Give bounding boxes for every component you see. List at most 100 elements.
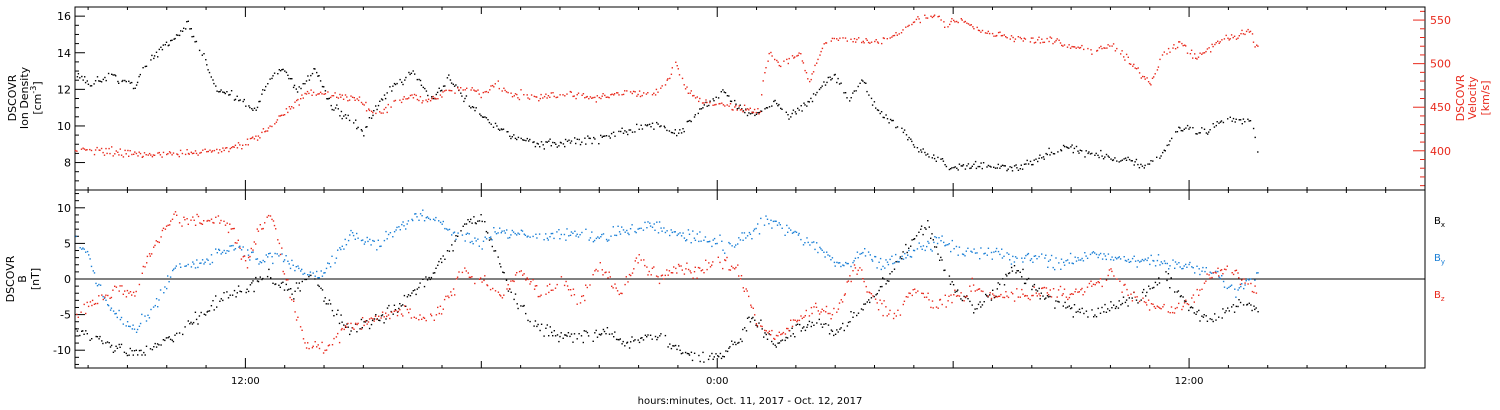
- density-point: [1229, 116, 1231, 118]
- by-point: [971, 251, 973, 253]
- bx-point: [1214, 313, 1216, 315]
- velocity-point: [944, 26, 946, 28]
- bx-point: [438, 260, 440, 263]
- velocity-point: [114, 153, 116, 155]
- density-point: [399, 78, 401, 81]
- density-point: [1019, 168, 1021, 170]
- by-point: [778, 222, 780, 224]
- velocity-point: [209, 149, 211, 151]
- by-point: [102, 295, 104, 298]
- bz-point: [582, 295, 585, 297]
- bz-point: [293, 300, 295, 302]
- velocity-point: [1182, 44, 1184, 47]
- bz-point: [756, 325, 759, 327]
- by-point: [291, 259, 293, 262]
- bz-point: [324, 349, 326, 352]
- velocity-point: [787, 62, 789, 65]
- bz-point: [666, 269, 668, 271]
- by-point: [1124, 259, 1127, 262]
- bz-point: [1146, 304, 1148, 306]
- velocity-point: [226, 147, 228, 149]
- density-point: [797, 107, 799, 110]
- bx-point: [1165, 271, 1167, 273]
- density-point: [223, 91, 225, 94]
- by-point: [556, 231, 558, 233]
- velocity-point: [1010, 35, 1013, 37]
- density-point: [880, 111, 883, 113]
- bz-point: [954, 289, 956, 291]
- bx-point: [331, 309, 334, 312]
- bz-point: [317, 344, 319, 346]
- bx-point: [178, 332, 181, 334]
- density-point: [318, 75, 320, 77]
- bz-point: [608, 271, 610, 273]
- y-tick-label: 5: [64, 237, 71, 250]
- by-point: [788, 227, 790, 229]
- bx-point: [543, 335, 545, 337]
- density-point: [945, 165, 948, 168]
- velocity-point: [457, 87, 459, 89]
- density-point: [1000, 165, 1002, 167]
- velocity-point: [1114, 50, 1117, 52]
- bz-point: [1074, 291, 1076, 293]
- velocity-point: [1013, 40, 1015, 43]
- density-point: [492, 126, 495, 128]
- density-point: [117, 80, 119, 83]
- bx-point: [386, 307, 389, 309]
- bx-point: [1192, 307, 1194, 309]
- density-point: [485, 117, 488, 119]
- bx-point: [794, 336, 796, 338]
- by-point: [749, 233, 752, 235]
- velocity-point: [188, 153, 190, 155]
- density-point: [190, 28, 192, 30]
- bz-point: [1062, 293, 1064, 295]
- velocity-point: [547, 95, 550, 97]
- bx-point: [1111, 307, 1113, 309]
- bx-point: [299, 290, 301, 292]
- velocity-point: [210, 151, 213, 153]
- bz-point: [340, 329, 343, 331]
- by-point: [902, 258, 905, 260]
- velocity-point: [478, 93, 480, 95]
- bz-point: [278, 242, 281, 245]
- density-point: [450, 82, 453, 84]
- by-point: [772, 220, 775, 223]
- bx-point: [323, 300, 325, 302]
- by-point: [951, 239, 953, 242]
- by-point: [259, 261, 261, 263]
- bx-point: [1005, 273, 1007, 276]
- by-point: [676, 234, 678, 237]
- by-point: [300, 270, 302, 272]
- by-point: [81, 248, 83, 250]
- bx-point: [1017, 270, 1019, 272]
- velocity-point: [142, 155, 144, 158]
- density-point: [1183, 128, 1185, 130]
- density-x-ticks: [87, 7, 1426, 190]
- by-point: [735, 244, 737, 246]
- bz-point: [155, 240, 157, 242]
- bx-point: [102, 342, 104, 345]
- bx-point: [999, 283, 1001, 286]
- velocity-point: [783, 60, 785, 62]
- density-point: [967, 163, 970, 165]
- bx-point: [1006, 275, 1008, 277]
- by-point: [574, 230, 576, 232]
- velocity-point: [604, 94, 606, 97]
- bz-point: [534, 285, 537, 287]
- velocity-point: [475, 90, 478, 92]
- bz-point: [246, 267, 249, 269]
- density-point: [470, 107, 472, 109]
- bz-point: [902, 303, 904, 306]
- bz-point: [350, 322, 352, 325]
- velocity-point: [706, 101, 708, 104]
- bx-point: [1153, 286, 1155, 289]
- density-point: [555, 143, 557, 145]
- bz-point: [948, 295, 950, 297]
- bz-point: [755, 323, 758, 325]
- bx-point: [212, 300, 214, 302]
- bz-point: [257, 230, 260, 232]
- density-point: [1088, 151, 1090, 153]
- density-point: [324, 90, 327, 92]
- velocity-point: [542, 97, 544, 99]
- by-point: [116, 316, 118, 319]
